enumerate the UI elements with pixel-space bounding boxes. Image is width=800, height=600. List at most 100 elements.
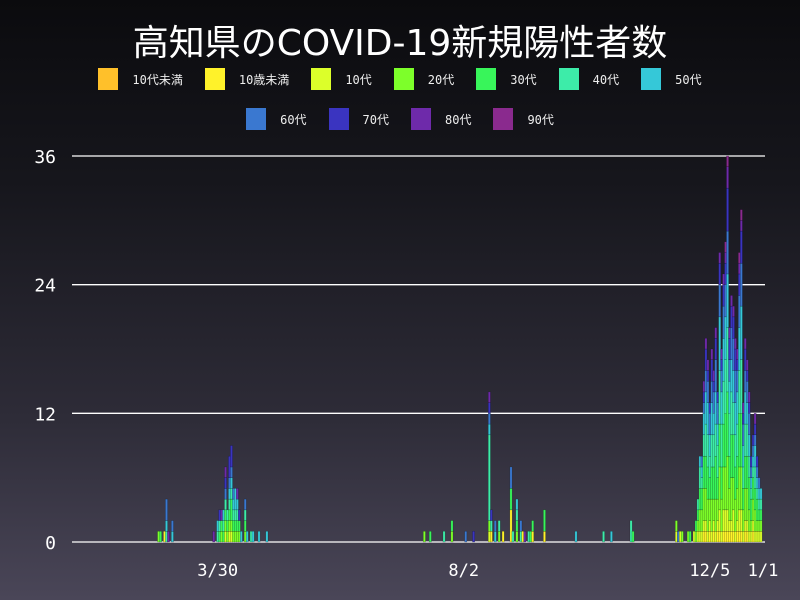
bar-segment [543,531,546,543]
legend-item: 20代 [393,68,455,90]
bar-segment [726,166,729,189]
bar-segment [488,391,491,403]
bar-segment [224,498,227,511]
bar-segment [759,488,763,500]
bar-segment [745,359,749,371]
legend-item: 10代 [311,68,372,90]
bar-segment [730,295,733,307]
bar-segment [488,402,491,414]
bar-segment [171,520,174,532]
bar-segment [706,380,710,403]
bar-segment [753,434,757,446]
bar-segment [489,531,493,543]
bar-segment [718,284,722,318]
legend-swatch [328,108,349,130]
bar-segment [493,520,497,532]
bar-segment [739,305,743,360]
bar-segment [531,520,535,532]
bar-segment [167,531,170,543]
bar-segment [488,434,491,521]
bar-segment [423,531,426,543]
bar-segment [706,370,710,382]
bar-segment [602,531,605,543]
bar-segment [224,466,227,478]
bar-segment [726,230,729,275]
legend-swatch [204,68,225,90]
legend-swatch [411,108,431,130]
bar-segment [245,531,249,543]
legend-item: 50代 [641,68,702,90]
legend-item: 40代 [558,68,620,90]
bar-segment [236,488,239,500]
legend-swatch [476,68,497,90]
bar-segment [531,531,535,543]
bar-segment [230,466,233,478]
bar-segment [243,509,247,521]
bar-segment [543,509,546,532]
bar-segment [743,338,747,350]
bar-segment [675,520,678,532]
bar-segment [489,509,493,521]
bar-segment [714,359,718,393]
bar-segment [759,509,763,521]
bar-segment [726,155,729,167]
bar-segment [472,531,475,543]
bar-segment [515,509,519,521]
bar-segment [497,520,501,532]
legend-item: 10代未満 [98,68,183,90]
legend-swatch [493,108,514,130]
x-tick-label: 12/5 [689,561,730,581]
legend-item: 90代 [493,108,554,130]
legend-label: 30代 [510,72,537,87]
legend-label: 40代 [592,72,620,87]
bar-segment [739,262,743,307]
bar-segment [718,252,722,264]
bar-segment [428,531,432,543]
legend-swatch [393,68,414,90]
bar-segment [489,520,493,532]
y-tick-label: 36 [34,147,56,168]
bar-segment [610,531,613,543]
legend-label: 10代 [345,72,372,87]
bar-segment [739,230,743,264]
bar-segment [753,413,757,425]
bar-segment [450,520,454,532]
legend-label: 80代 [445,112,472,127]
bar-segment [515,531,519,543]
bar-segment [710,348,714,360]
legend-item: 80代 [411,108,471,130]
legend-label: 10歳未満 [238,72,290,87]
bar-segment [755,466,759,478]
bar-segment [237,520,241,532]
bar-segment [171,531,174,543]
bar-segment [753,423,757,436]
legend-item: 60代 [246,108,307,130]
legend-row-1: 10代未満 10歳未満 10代 20代 30代 40代 50代 [0,68,800,90]
bar-segment [680,531,684,543]
x-tick-label: 3/30 [197,561,238,581]
bar-segment [165,498,168,521]
bar-segment [704,338,708,350]
bar-segment [230,477,233,489]
bar-segment [706,359,710,371]
bar-segment [224,477,227,489]
x-tick-label: 1/1 [748,561,779,581]
bar-segment [497,531,501,543]
bar-segment [734,338,737,350]
legend-label: 50代 [675,72,702,87]
bar-segment [755,455,759,468]
legend-item: 70代 [328,108,389,130]
bar-segment [631,531,635,543]
bar-segment [515,520,519,532]
legend-swatch [98,68,119,90]
bar-segment [493,531,497,543]
bar-segment [488,423,491,436]
bar-segment [519,520,523,532]
bar-segment [243,498,247,511]
bar-segment [718,262,722,285]
bar-segment [515,498,519,511]
legend-label: 20代 [427,72,455,87]
legend-label: 60代 [280,112,307,127]
bar-segment [488,413,491,425]
